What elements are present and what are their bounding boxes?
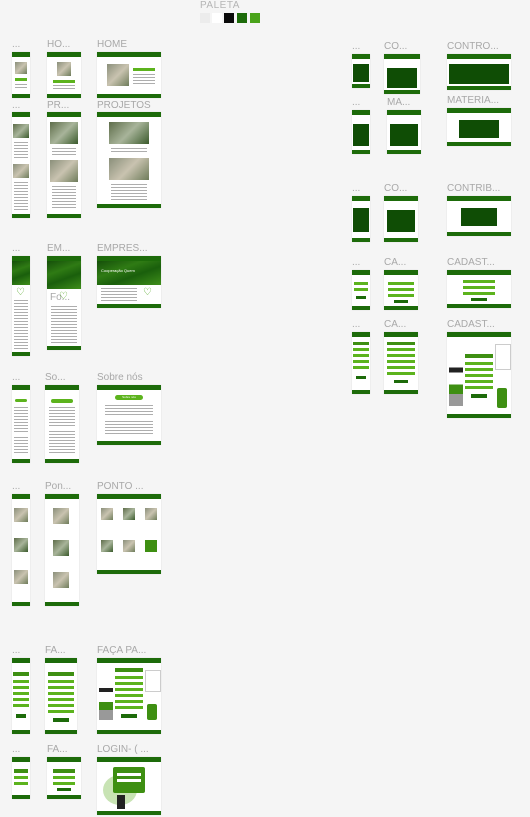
frame-label-login-mobile[interactable]: ... — [12, 744, 21, 755]
frame-empresa-desktop[interactable]: Cooperação Quem ♡ — [97, 256, 161, 308]
frame-label-materiais-mobile[interactable]: ... — [352, 97, 361, 108]
frame-home-desktop[interactable] — [97, 52, 161, 98]
frame-home-tablet[interactable] — [47, 52, 81, 98]
frame-controle-desktop[interactable] — [447, 54, 511, 90]
frame-label-cadastro1-tablet[interactable]: CA... — [384, 257, 407, 268]
frame-label-cadastro1-mobile[interactable]: ... — [352, 257, 361, 268]
frame-label-ponto-desktop[interactable]: PONTO ... — [97, 481, 144, 492]
frame-label-empresa-tablet-2: Fo... — [50, 292, 70, 303]
frame-label-login-desktop[interactable]: LOGIN- ( ... — [97, 744, 149, 755]
frame-login-tablet[interactable] — [47, 757, 81, 799]
frame-label-cadastro2-mobile[interactable]: ... — [352, 319, 361, 330]
palette-swatch-4[interactable] — [237, 13, 247, 23]
frame-projetos-tablet[interactable] — [47, 112, 81, 218]
frame-label-cadastro2-desktop[interactable]: CADAST... — [447, 319, 495, 330]
frame-label-projetos-desktop[interactable]: PROJETOS — [97, 100, 151, 111]
illustration-person-icon — [449, 358, 463, 406]
frame-label-materiais-tablet[interactable]: MA... — [387, 97, 411, 108]
frame-faca-desktop[interactable] — [97, 658, 161, 734]
frame-label-sobre-desktop[interactable]: Sobre nós — [97, 372, 143, 383]
frame-ponto-tablet[interactable] — [45, 494, 79, 606]
frame-label-controle-tablet[interactable]: CO... — [384, 41, 408, 52]
frame-projetos-desktop[interactable] — [97, 112, 161, 208]
frame-home-mobile[interactable] — [12, 52, 30, 98]
frame-sobre-tablet[interactable] — [45, 385, 79, 463]
frame-sobre-desktop[interactable]: Sobre nós — [97, 385, 161, 445]
heart-icon: ♡ — [143, 287, 152, 298]
palette-swatch-1[interactable] — [200, 13, 210, 23]
frame-label-ponto-mobile[interactable]: ... — [12, 481, 21, 492]
frame-materiais-mobile[interactable] — [352, 110, 370, 154]
frame-label-cadastro1-desktop[interactable]: CADAST... — [447, 257, 495, 268]
frame-materiais-desktop[interactable] — [447, 108, 511, 146]
frame-label-faca-tablet[interactable]: FA... — [45, 645, 66, 656]
frame-label-contrib-desktop[interactable]: CONTRIB... — [447, 183, 501, 194]
empresa-heading: Cooperação Quem — [101, 268, 135, 273]
sobre-button-label: Sobre nós — [122, 395, 136, 399]
frame-cadastro2-desktop[interactable] — [447, 332, 511, 418]
frame-label-faca-desktop[interactable]: FAÇA PA... — [97, 645, 147, 656]
frame-login-desktop[interactable] — [97, 757, 161, 815]
frame-cadastro1-desktop[interactable] — [447, 270, 511, 308]
frame-label-login-tablet[interactable]: FA... — [47, 744, 68, 755]
frame-label-home-tablet[interactable]: HO... — [47, 39, 71, 50]
frame-label-materiais-desktop[interactable]: MATERIA... — [447, 95, 500, 106]
frame-sobre-mobile[interactable] — [12, 385, 30, 463]
frame-controle-mobile[interactable] — [352, 54, 370, 88]
frame-contrib-mobile[interactable] — [352, 196, 370, 242]
illustration-person-icon — [99, 680, 113, 720]
frame-label-controle-desktop[interactable]: CONTRO... — [447, 41, 499, 52]
frame-login-mobile[interactable] — [12, 757, 30, 799]
frame-ponto-mobile[interactable] — [12, 494, 30, 606]
frame-label-empresa-desktop[interactable]: EMPRES... — [97, 243, 148, 254]
frame-label-projetos-tablet[interactable]: PR... — [47, 100, 70, 111]
frame-cadastro2-tablet[interactable] — [384, 332, 418, 394]
frame-label-home-desktop[interactable]: HOME — [97, 39, 127, 50]
frame-label-controle-mobile[interactable]: ... — [352, 41, 361, 52]
frame-cadastro2-mobile[interactable] — [352, 332, 370, 394]
frame-label-faca-mobile[interactable]: ... — [12, 645, 21, 656]
frame-ponto-desktop[interactable] — [97, 494, 161, 574]
frame-cadastro1-tablet[interactable] — [384, 270, 418, 310]
frame-label-contrib-mobile[interactable]: ... — [352, 183, 361, 194]
frame-label-sobre-mobile[interactable]: ... — [12, 372, 21, 383]
frame-contrib-tablet[interactable] — [384, 196, 418, 242]
frame-label-projetos-mobile[interactable]: ... — [12, 100, 21, 111]
frame-empresa-tablet[interactable]: Fo... ♡ — [47, 256, 81, 350]
frame-label-empresa-mobile[interactable]: ... — [12, 243, 21, 254]
frame-label-home-mobile[interactable]: ... — [12, 39, 21, 50]
frame-faca-mobile[interactable] — [12, 658, 30, 734]
frame-faca-tablet[interactable] — [45, 658, 77, 734]
frame-label-cadastro2-tablet[interactable]: CA... — [384, 319, 407, 330]
heart-icon: ♡ — [16, 287, 25, 298]
palette-swatch-2[interactable] — [212, 13, 222, 23]
frame-label-sobre-tablet[interactable]: So... — [45, 372, 66, 383]
frame-contrib-desktop[interactable] — [447, 196, 511, 236]
frame-controle-tablet[interactable] — [384, 54, 420, 94]
frame-label-ponto-tablet[interactable]: Pon... — [45, 481, 72, 492]
frame-label-contrib-tablet[interactable]: CO... — [384, 183, 408, 194]
illustration-person-icon — [117, 795, 125, 809]
palette-swatch-5[interactable] — [250, 13, 260, 23]
frame-cadastro1-mobile[interactable] — [352, 270, 370, 310]
sobre-button[interactable]: Sobre nós — [115, 395, 143, 400]
frame-projetos-mobile[interactable] — [12, 112, 30, 218]
frame-empresa-mobile[interactable]: ♡ — [12, 256, 30, 356]
frame-materiais-tablet[interactable] — [387, 110, 421, 154]
palette-swatch-3[interactable] — [224, 13, 234, 23]
heart-icon: ♡ — [59, 291, 68, 302]
frame-label-empresa-tablet[interactable]: EM... — [47, 243, 71, 254]
palette-title: PALETA — [200, 0, 240, 11]
